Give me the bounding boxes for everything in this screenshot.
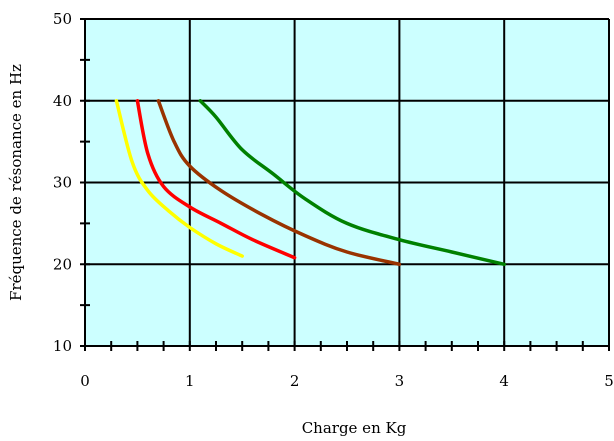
series-line-0 [114,99,244,258]
axes [80,18,610,351]
x-tick-label-0: 0 [80,372,90,390]
y-axis-title: Fréquence de résonance en Hz [7,64,25,301]
x-tick-label-3: 3 [395,372,405,390]
y-tick-label-0: 10 [53,337,72,355]
x-tick-label-2: 2 [290,372,300,390]
tick-labels: 0 1 2 3 4 5 10 20 30 40 50 [53,10,614,390]
series-line-3 [198,99,506,267]
x-tick-label-4: 4 [499,372,509,390]
y-tick-label-1: 20 [53,255,72,273]
x-axis-title: Charge en Kg [302,419,407,437]
y-tick-label-3: 40 [53,92,72,110]
x-tick-label-1: 1 [185,372,195,390]
grid [85,18,610,346]
series-line-1 [135,99,297,260]
x-tick-label-5: 5 [604,372,614,390]
y-tick-label-4: 50 [53,10,72,28]
series-layer [114,99,506,267]
series-line-2 [156,99,402,267]
y-tick-label-2: 30 [53,174,72,192]
